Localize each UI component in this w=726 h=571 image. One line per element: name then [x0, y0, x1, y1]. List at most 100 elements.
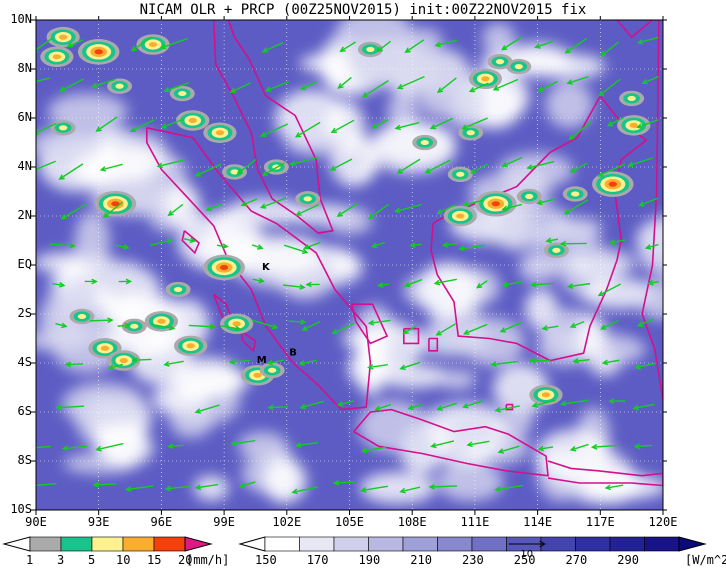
wind-vector-head [634, 363, 641, 370]
lon-label: 111E [460, 515, 490, 529]
wind-vector [408, 403, 423, 410]
olr-colorbar-label: 210 [410, 553, 432, 567]
wind-vector [642, 76, 659, 84]
coastline [181, 230, 200, 255]
wind-vector-head [91, 278, 98, 285]
wind-vector-head [330, 127, 338, 134]
wind-vector-head [370, 242, 378, 249]
wind-vector-head [130, 45, 138, 52]
wind-vector-head [336, 211, 343, 217]
olr-colorbar-bin [299, 536, 335, 552]
lat-label: 2S [17, 306, 32, 320]
wind-vector [633, 403, 655, 410]
wind-vector-head [468, 86, 476, 93]
wind-vector [150, 239, 172, 246]
precip-colorbar-bin [91, 536, 124, 552]
wind-vector-head [636, 38, 644, 45]
wind-vector-head [238, 482, 246, 488]
precip-cell [59, 34, 68, 40]
precip-cell [157, 318, 166, 324]
wind-vector [103, 201, 123, 218]
wind-vector-head [91, 82, 98, 89]
wind-vector [206, 203, 223, 211]
wind-vector-head [374, 405, 381, 411]
wind-vector-head [92, 481, 99, 488]
wind-vector-head [433, 279, 441, 286]
precip-cell [100, 345, 110, 351]
wind-vector [251, 244, 263, 249]
cloud-blob [590, 474, 663, 499]
wind-vector-head [61, 445, 69, 452]
wind-vector [464, 323, 488, 335]
cloud-blob [239, 244, 322, 275]
wind-vector-head [55, 404, 62, 411]
wind-vector [131, 36, 153, 52]
wind-vector-head [501, 205, 508, 212]
wind-vector [495, 405, 520, 412]
coastline [616, 20, 654, 39]
wind-vector-head [95, 126, 102, 132]
wind-vector [295, 121, 321, 138]
olr-colorbar-high-arrow [678, 536, 707, 552]
wind-vector [292, 486, 319, 493]
wind-vector [598, 78, 621, 97]
coastline [428, 337, 439, 352]
wind-vector-head [476, 282, 483, 289]
wind-vector [498, 445, 520, 453]
wind-vector-head [107, 364, 115, 370]
wind-vector-head [646, 279, 654, 286]
precip-colorbar-bin [29, 536, 62, 552]
wind-vector [340, 41, 357, 52]
wind-vector-head [563, 209, 571, 215]
wind-vector-head [29, 483, 34, 488]
wind-vector [592, 444, 620, 448]
wind-vector-head [267, 404, 274, 411]
wind-vector [397, 158, 421, 174]
station-label-m: M [257, 355, 267, 366]
wind-vector [639, 197, 658, 207]
lat-label: 6N [17, 110, 32, 124]
wind-vector-head [59, 86, 66, 92]
wind-vector-head [102, 212, 110, 218]
wind-vector [133, 358, 152, 361]
wind-vector [195, 404, 220, 413]
wind-vector-head [257, 244, 264, 250]
wind-vector [467, 440, 490, 446]
wind-vector [262, 162, 285, 176]
wind-vector [63, 445, 88, 450]
wind-vector-head [608, 398, 615, 405]
wind-vector [161, 118, 184, 129]
wind-vector-head [124, 486, 132, 492]
wind-vector [561, 399, 589, 405]
wind-vector-head [125, 278, 133, 285]
wind-vector-head [301, 248, 309, 254]
wind-vector [261, 123, 288, 137]
wind-vector-head [261, 170, 269, 176]
precip-cell [219, 264, 229, 271]
vector-reference-label: 10 [520, 549, 533, 560]
precip-cell [186, 343, 195, 349]
wind-vector-head [298, 360, 305, 366]
wind-vector-head [266, 359, 273, 366]
wind-vector [302, 321, 321, 331]
wind-vector [296, 204, 320, 216]
wind-vector [573, 358, 590, 363]
wind-vector [430, 117, 454, 129]
wind-vector [564, 199, 589, 215]
lon-label: 93E [87, 515, 110, 529]
wind-vector [109, 363, 123, 369]
wind-vector [251, 319, 278, 329]
wind-vector [368, 364, 388, 369]
wind-vector [164, 82, 190, 92]
precip-cell [148, 41, 158, 48]
wind-vector-head [436, 87, 444, 94]
wind-vector-head [339, 46, 346, 53]
wind-vector-head [167, 210, 174, 217]
wind-vector-head [564, 48, 571, 54]
cloud-blob [543, 54, 606, 79]
precip-colorbar-label: 10 [116, 553, 131, 567]
wind-vector-head [490, 361, 497, 367]
wind-vector-head [194, 484, 202, 491]
wind-vector-head [537, 86, 544, 92]
cloud-blob [637, 225, 663, 278]
